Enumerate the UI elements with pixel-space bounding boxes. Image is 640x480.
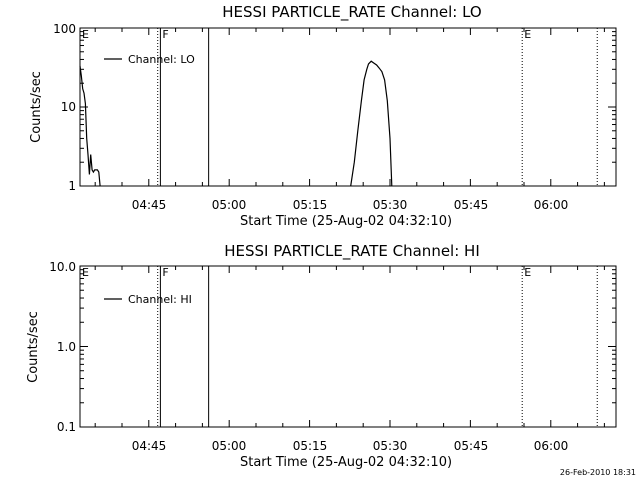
panel-lo-tick-marks — [80, 27, 616, 187]
panel-lo-legend: Channel: LO — [104, 53, 195, 66]
panel-hi: HESSI PARTICLE_RATE Channel: HI Counts/s… — [26, 242, 617, 470]
panel-hi-ylabel: Counts/sec — [26, 311, 41, 383]
panel-lo-legend-label: Channel: LO — [128, 53, 195, 66]
panel-hi-xlabel: Start Time (25-Aug-02 04:32:10) — [240, 455, 452, 470]
panel-hi-ytick-label: 1.0 — [57, 340, 76, 354]
series-line-lo — [350, 60, 393, 187]
panel-hi-xtick-label: 06:00 — [534, 439, 569, 453]
panel-lo-ytick-label: 100 — [53, 22, 76, 36]
event-marker-label: F — [162, 28, 168, 41]
panel-hi-ytick-label: 10.0 — [49, 260, 76, 274]
event-marker-label: E — [82, 266, 89, 279]
panel-lo-xtick-label: 05:00 — [212, 198, 247, 212]
event-marker-label: E — [82, 28, 89, 41]
panel-hi-title: HESSI PARTICLE_RATE Channel: HI — [224, 242, 480, 261]
event-marker-label: E — [524, 28, 531, 41]
panel-hi-xtick-label: 05:30 — [373, 439, 408, 453]
panel-lo-xtick-label: 04:45 — [132, 198, 167, 212]
panel-hi-legend-label: Channel: HI — [128, 293, 192, 306]
panel-hi-xtick-label: 05:45 — [454, 439, 489, 453]
panel-lo-xtick-label: 05:15 — [293, 198, 328, 212]
footer-timestamp: 26-Feb-2010 18:31 — [560, 468, 636, 477]
event-marker-label: E — [524, 266, 531, 279]
panel-hi-legend: Channel: HI — [104, 293, 192, 306]
panel-lo-ytick-label: 10 — [61, 100, 76, 114]
event-marker-label: F — [162, 266, 168, 279]
panel-hi-tick-marks — [80, 265, 616, 428]
panel-lo-plot — [79, 60, 393, 187]
panel-hi-xtick-label: 05:15 — [293, 439, 328, 453]
panel-lo-xtick-label: 05:30 — [373, 198, 408, 212]
panel-hi-xtick-label: 05:00 — [212, 439, 247, 453]
panel-hi-xtick-label: 04:45 — [132, 439, 167, 453]
panel-lo-title: HESSI PARTICLE_RATE Channel: LO — [222, 3, 481, 22]
panel-lo-xlabel: Start Time (25-Aug-02 04:32:10) — [240, 214, 452, 229]
panel-lo-xtick-label: 05:45 — [454, 198, 489, 212]
panel-lo-xtick-label: 06:00 — [534, 198, 569, 212]
panel-lo-ylabel: Counts/sec — [29, 71, 44, 143]
series-line-lo — [79, 65, 101, 187]
panel-lo: HESSI PARTICLE_RATE Channel: LO Counts/s… — [29, 3, 617, 229]
panel-lo-ytick-label: 1 — [68, 179, 76, 193]
panel-hi-ytick-label: 0.1 — [57, 420, 76, 434]
